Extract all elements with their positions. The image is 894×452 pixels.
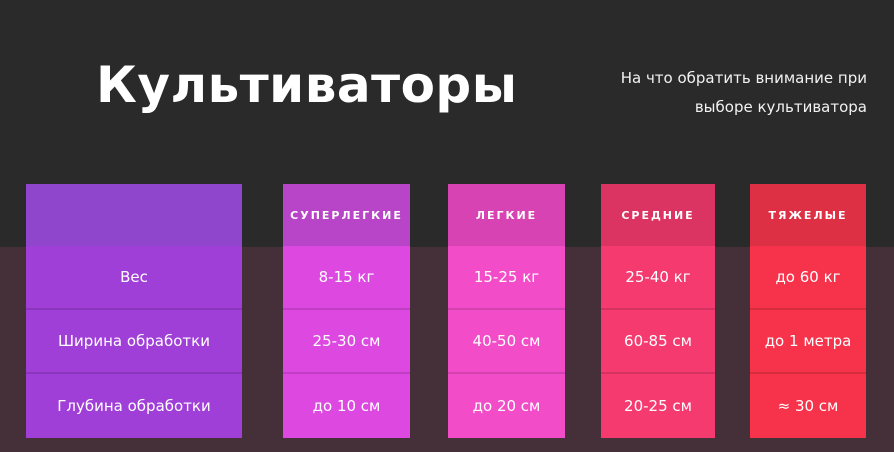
row-divider: [26, 308, 242, 310]
heavy-width: до 1 метра: [764, 332, 852, 350]
heavy-header: ТЯЖЕЛЫЕ: [750, 184, 866, 246]
heavy-depth: ≈ 30 см: [777, 397, 839, 415]
page-subtitle: На что обратить внимание при выборе куль…: [567, 64, 867, 122]
row-divider: [750, 372, 866, 374]
row-divider: [601, 372, 715, 374]
heavy-column: ТЯЖЕЛЫЕ до 60 кг до 1 метра ≈ 30 см: [750, 184, 866, 438]
medium-column: СРЕДНИЕ 25-40 кг 60-85 см 20-25 см: [601, 184, 715, 438]
light-width: 40-50 см: [472, 332, 541, 350]
light-weight: 15-25 кг: [473, 268, 540, 286]
params-column: Вес Ширина обработки Глубина обработки: [26, 184, 242, 438]
subtitle-line-1: На что обратить внимание при: [620, 69, 867, 87]
superlight-column: СУПЕРЛЕГКИЕ 8-15 кг 25-30 см до 10 см: [283, 184, 410, 438]
row-divider: [448, 308, 565, 310]
row-divider: [283, 372, 410, 374]
superlight-weight: 8-15 кг: [318, 268, 375, 286]
medium-weight: 25-40 кг: [625, 268, 691, 286]
light-depth: до 20 см: [472, 397, 541, 415]
medium-depth: 20-25 см: [624, 397, 692, 415]
param-weight-label: Вес: [120, 268, 148, 286]
superlight-header: СУПЕРЛЕГКИЕ: [283, 184, 410, 246]
medium-header: СРЕДНИЕ: [601, 184, 715, 246]
superlight-width: 25-30 см: [312, 332, 381, 350]
param-depth-label: Глубина обработки: [57, 397, 211, 415]
row-divider: [601, 308, 715, 310]
superlight-depth: до 10 см: [312, 397, 381, 415]
row-divider: [283, 308, 410, 310]
row-divider: [26, 372, 242, 374]
light-header: ЛЕГКИЕ: [448, 184, 565, 246]
light-column: ЛЕГКИЕ 15-25 кг 40-50 см до 20 см: [448, 184, 565, 438]
page-title: Культиваторы: [96, 56, 518, 114]
params-column-header: [26, 184, 242, 246]
heavy-weight: до 60 кг: [775, 268, 841, 286]
param-width-label: Ширина обработки: [58, 332, 210, 350]
row-divider: [448, 372, 565, 374]
subtitle-line-2: выборе культиватора: [694, 98, 867, 116]
medium-width: 60-85 см: [624, 332, 692, 350]
row-divider: [750, 308, 866, 310]
